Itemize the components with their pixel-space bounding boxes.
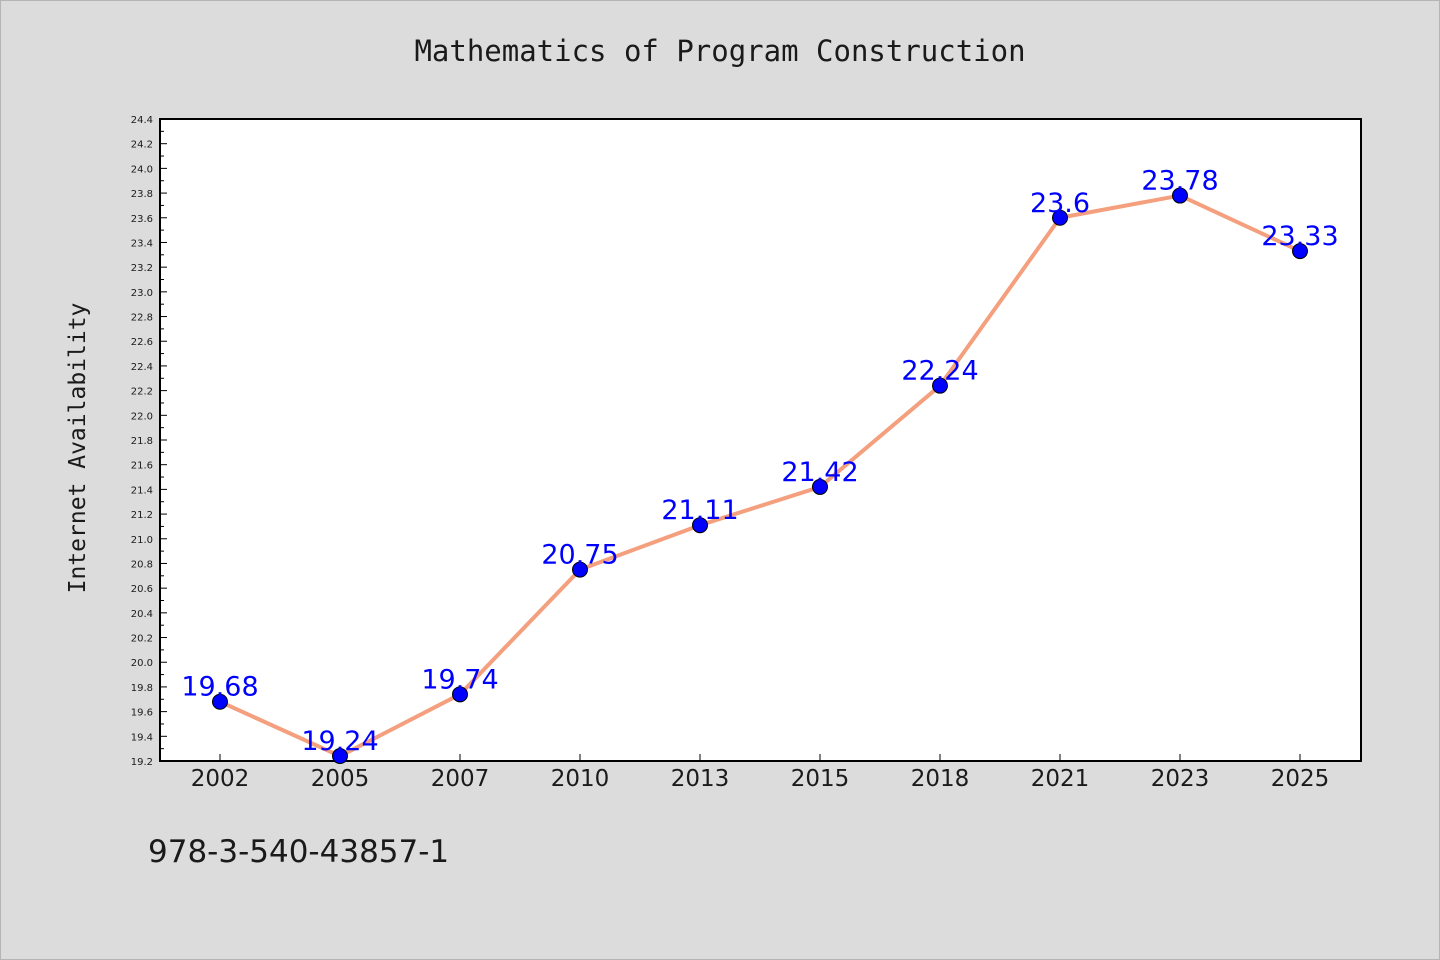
data-label: 23.6: [1030, 188, 1090, 219]
y-tick-label: 19.6: [131, 708, 153, 719]
y-tick-label: 19.2: [131, 757, 153, 768]
data-label: 20.75: [541, 540, 618, 571]
x-tick-label: 2018: [911, 766, 970, 792]
data-point: [812, 478, 828, 495]
data-label: 19.68: [181, 672, 258, 703]
y-tick-label: 22.6: [131, 337, 153, 348]
data-point: [1292, 243, 1308, 260]
y-tick-label: 22.8: [131, 313, 153, 324]
data-point: [932, 377, 948, 394]
y-tick-label: 24.4: [131, 115, 153, 126]
data-label: 22.24: [901, 356, 978, 387]
y-tick-label: 21.0: [131, 535, 153, 546]
data-label: 21.42: [781, 457, 858, 488]
series-line: [219, 193, 1301, 759]
footer-code: 978-3-540-43857-1: [148, 834, 450, 870]
y-tick-label: 21.2: [131, 510, 153, 521]
y-tick-label: 23.6: [131, 214, 153, 225]
data-point: [332, 748, 348, 765]
y-tick-label: 22.4: [131, 362, 153, 373]
y-tick-label: 24.0: [131, 164, 153, 175]
data-point: [692, 517, 708, 534]
x-tick-label: 2007: [431, 766, 490, 792]
y-tick-label: 23.8: [131, 189, 153, 200]
y-tick-label: 21.8: [131, 436, 153, 447]
y-tick-label: 21.6: [131, 461, 153, 472]
data-point: [1172, 187, 1188, 204]
plot-area: [159, 118, 1362, 762]
data-label: 23.33: [1261, 221, 1338, 252]
x-tick-label: 2002: [191, 766, 250, 792]
y-tick-label: 20.0: [131, 658, 153, 669]
data-point: [572, 561, 588, 578]
x-tick-label: 2015: [791, 766, 850, 792]
x-tick-label: 2013: [671, 766, 730, 792]
data-point: [452, 686, 468, 703]
data-labels: 19.68 19.24 19.74 20.75 21.11 21.42 22.24 23.6 2…: [181, 166, 1338, 758]
y-tick-label: 23.0: [131, 288, 153, 299]
x-tick-label: 2010: [551, 766, 610, 792]
data-point: [1052, 209, 1068, 226]
y-tick-label: 22.0: [131, 411, 153, 422]
y-tick-label: 23.4: [131, 238, 153, 249]
data-label: 19.24: [301, 726, 378, 757]
data-point: [212, 693, 228, 710]
x-tick-label: 2023: [1151, 766, 1210, 792]
chart-title: Mathematics of Program Construction: [414, 34, 1026, 68]
y-tick-label: 22.2: [131, 387, 153, 398]
y-tick-label: 20.4: [131, 609, 153, 620]
y-axis: 19.2 19.4 19.6 19.8 20.0 20.2 20.4 20.6 20.8 21.0…: [131, 115, 167, 768]
y-axis-title: Internet Availability: [65, 303, 91, 594]
y-tick-label: 19.8: [131, 683, 153, 694]
x-tick-label: 2021: [1031, 766, 1090, 792]
y-tick-label: 24.2: [131, 140, 153, 151]
y-tick-label: 20.6: [131, 584, 153, 595]
y-tick-label: 21.4: [131, 485, 153, 496]
x-axis: 2002 2005 2007 2010 2013 2015 2018 2021 2023 2025: [191, 754, 1330, 792]
y-tick-label: 20.2: [131, 634, 153, 645]
data-label: 23.78: [1141, 166, 1218, 197]
x-tick-label: 2005: [311, 766, 370, 792]
y-tick-label: 19.4: [131, 732, 153, 743]
data-label: 19.74: [421, 664, 498, 695]
y-tick-label: 23.2: [131, 263, 153, 274]
data-label: 21.11: [661, 495, 738, 526]
series-line-group: [219, 193, 1301, 759]
y-tick-label: 20.8: [131, 559, 153, 570]
x-tick-label: 2025: [1271, 766, 1330, 792]
data-points: [212, 187, 1308, 765]
